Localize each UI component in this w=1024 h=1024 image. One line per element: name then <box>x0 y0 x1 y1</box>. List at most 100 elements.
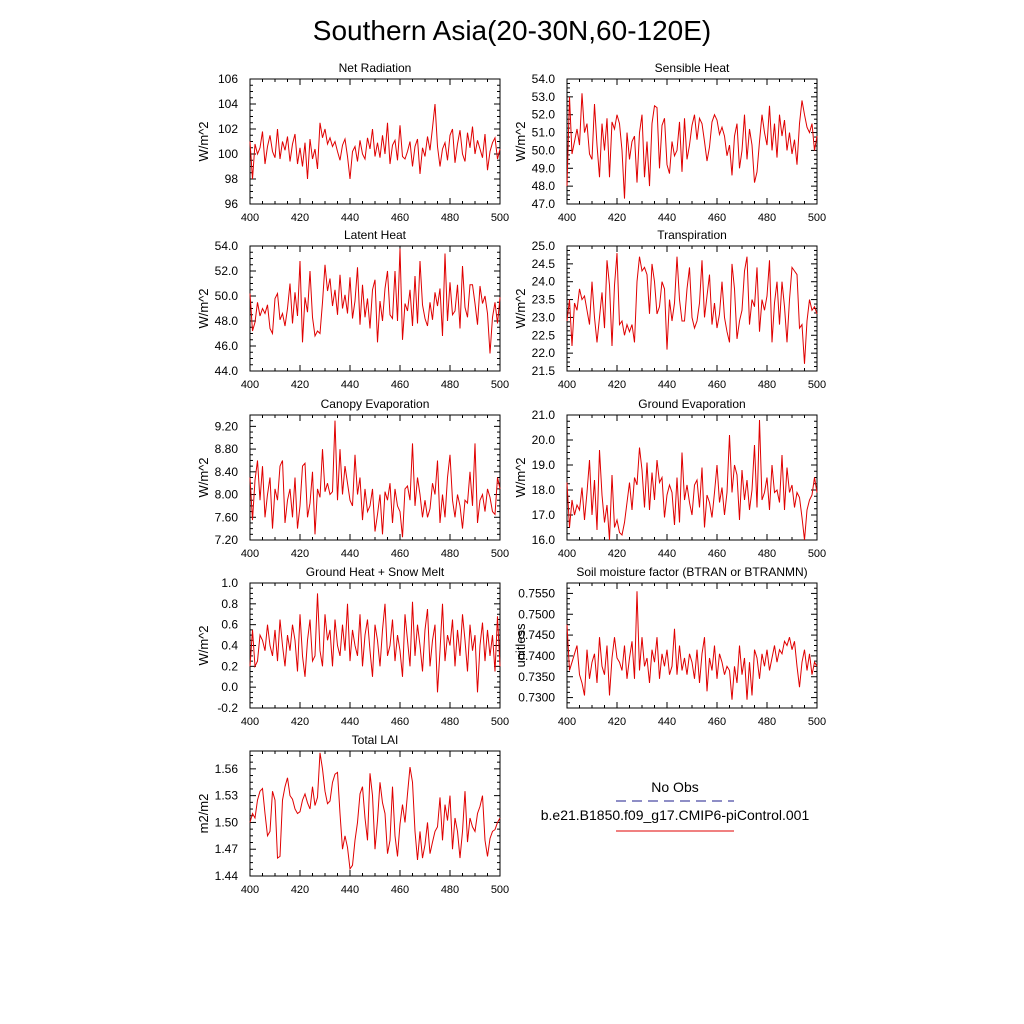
x-tick-label: 400 <box>558 716 576 728</box>
y-tick-label: 49.0 <box>532 161 556 175</box>
x-tick-label: 400 <box>558 379 576 391</box>
x-tick-label: 500 <box>808 379 826 391</box>
series-line <box>249 103 501 180</box>
x-tick-label: 460 <box>708 379 726 391</box>
plot-frame <box>249 750 501 877</box>
x-tick-label: 460 <box>391 884 409 896</box>
y-tick-label: 0.6 <box>221 618 238 632</box>
panel-title: Net Radiation <box>339 61 412 75</box>
panel-title: Canopy Evaporation <box>321 397 430 411</box>
x-tick-label: 460 <box>391 716 409 728</box>
y-tick-label: 1.0 <box>221 576 238 590</box>
x-tick-label: 480 <box>758 548 776 560</box>
series-line <box>249 420 501 538</box>
y-tick-label: 20.0 <box>532 433 556 447</box>
x-tick-label: 400 <box>558 548 576 560</box>
plot-frame <box>249 414 501 541</box>
x-tick-label: 420 <box>291 884 309 896</box>
y-tick-label: 96 <box>225 197 239 211</box>
y-tick-label: 7.20 <box>215 533 239 547</box>
panel-2: Sensible Heat W/m^2 400 420 440 460 480 500 47.0… <box>513 61 826 224</box>
x-tick-label: 440 <box>658 716 676 728</box>
y-tick-label: 44.0 <box>215 364 239 378</box>
series-line <box>249 593 501 693</box>
x-tick-label: 420 <box>291 548 309 560</box>
y-tick-label: 1.50 <box>215 815 239 829</box>
y-tick-label: 0.7550 <box>518 586 555 600</box>
x-tick-label: 400 <box>241 379 259 391</box>
x-tick-label: 420 <box>291 379 309 391</box>
y-tick-label: 54.0 <box>532 72 556 86</box>
x-tick-label: 500 <box>491 379 509 391</box>
x-tick-label: 440 <box>658 212 676 224</box>
plot-frame <box>566 582 818 709</box>
x-tick-label: 440 <box>341 716 359 728</box>
y-tick-label: 53.0 <box>532 90 556 104</box>
panel-title: Sensible Heat <box>655 61 730 75</box>
y-tick-label: 19.0 <box>532 458 556 472</box>
x-tick-label: 480 <box>758 379 776 391</box>
y-tick-label: 47.0 <box>532 197 556 211</box>
panel-title: Latent Heat <box>344 228 407 242</box>
x-tick-label: 480 <box>441 716 459 728</box>
y-tick-label: 7.60 <box>215 510 239 524</box>
y-tick-label: 0.7500 <box>518 607 555 621</box>
x-tick-label: 500 <box>808 548 826 560</box>
y-tick-label: 16.0 <box>532 533 556 547</box>
panel-5: Canopy Evaporation W/m^2 400 420 440 460 480 50… <box>196 397 509 560</box>
x-tick-label: 440 <box>341 379 359 391</box>
y-tick-label: 21.0 <box>532 408 556 422</box>
y-tick-label: 0.8 <box>221 597 238 611</box>
legend-obs-label: No Obs <box>651 779 698 795</box>
y-tick-label: 1.47 <box>215 842 239 856</box>
y-tick-label: 0.7300 <box>518 691 555 705</box>
series-line <box>249 752 501 871</box>
series-line <box>566 419 818 541</box>
x-tick-label: 480 <box>758 716 776 728</box>
panel-6: Ground Evaporation W/m^2 400 420 440 460 480 50… <box>513 397 826 560</box>
y-tick-label: 8.00 <box>215 488 239 502</box>
series-line <box>566 253 818 364</box>
y-tick-label: 48.0 <box>215 314 239 328</box>
y-tick-label: 0.2 <box>221 659 238 673</box>
y-tick-label: 23.5 <box>532 293 556 307</box>
y-tick-label: 0.7350 <box>518 670 555 684</box>
x-tick-label: 480 <box>441 212 459 224</box>
panel-3: Latent Heat W/m^2 400 420 440 460 480 500 44.0 46… <box>196 228 509 391</box>
panel-4: Transpiration W/m^2 400 420 440 460 480 500 21.5… <box>513 228 826 391</box>
x-tick-label: 460 <box>708 548 726 560</box>
y-tick-label: 0.4 <box>221 639 238 653</box>
x-tick-label: 420 <box>291 212 309 224</box>
x-tick-label: 460 <box>391 212 409 224</box>
x-tick-label: 480 <box>441 548 459 560</box>
y-tick-label: 0.7400 <box>518 649 555 663</box>
panel-8: Soil moisture factor (BTRAN or BTRANMN) u… <box>513 565 826 728</box>
x-tick-label: 460 <box>391 379 409 391</box>
x-tick-label: 420 <box>608 716 626 728</box>
panel-title: Ground Evaporation <box>638 397 745 411</box>
y-tick-label: 50.0 <box>532 143 556 157</box>
x-tick-label: 420 <box>291 716 309 728</box>
plot-frame <box>249 582 501 709</box>
y-tick-label: 25.0 <box>532 239 556 253</box>
y-tick-label: 1.44 <box>215 869 239 883</box>
y-tick-label: 54.0 <box>215 239 239 253</box>
legend: No Obs b.e21.B1850.f09_g17.CMIP6-piContr… <box>541 779 809 832</box>
y-tick-label: 9.20 <box>215 419 239 433</box>
x-tick-label: 480 <box>441 884 459 896</box>
panel-title: Total LAI <box>352 733 399 747</box>
y-tick-label: 24.5 <box>532 257 556 271</box>
x-tick-label: 460 <box>708 212 726 224</box>
x-tick-label: 440 <box>341 548 359 560</box>
y-tick-label: 51.0 <box>532 126 556 140</box>
y-tick-label: 52.0 <box>532 108 556 122</box>
y-axis-label: unitless <box>513 623 528 668</box>
x-tick-label: 500 <box>808 212 826 224</box>
y-axis-label: W/m^2 <box>196 457 211 497</box>
y-axis-label: W/m^2 <box>196 121 211 161</box>
x-tick-label: 500 <box>491 212 509 224</box>
y-tick-label: 23.0 <box>532 310 556 324</box>
x-tick-label: 420 <box>608 379 626 391</box>
y-tick-label: 8.40 <box>215 465 239 479</box>
y-tick-label: 22.0 <box>532 346 556 360</box>
